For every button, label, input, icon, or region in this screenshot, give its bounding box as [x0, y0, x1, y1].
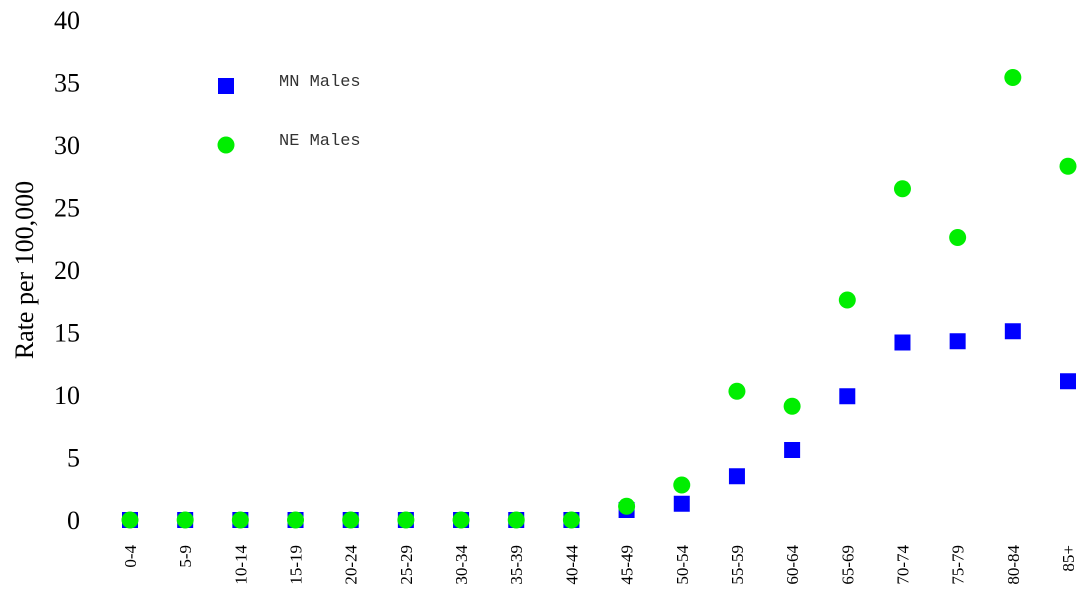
data-point-circle [176, 511, 194, 529]
x-tick-label: 75-79 [949, 545, 968, 585]
data-point-circle [287, 511, 305, 529]
x-tick-label: 35-39 [507, 545, 526, 585]
legend-label: MN Males [279, 73, 361, 92]
y-tick-label: 20 [54, 256, 80, 285]
y-tick-label: 25 [54, 194, 80, 223]
data-point-square [894, 334, 911, 351]
legend-marker-circle [217, 136, 235, 154]
y-tick-label: 30 [54, 131, 80, 160]
legend: MN Males NE Males [217, 73, 361, 154]
data-point-square [949, 333, 966, 350]
data-point-circle [728, 382, 746, 400]
data-point-circle [893, 180, 911, 198]
x-tick-label: 80-84 [1004, 545, 1023, 585]
x-tick-label: 30-34 [452, 545, 471, 585]
x-tick-label: 45-49 [618, 545, 637, 585]
data-point-square [784, 442, 801, 458]
data-point-circle [121, 511, 139, 529]
data-point-circle [452, 511, 470, 529]
y-tick-label: 10 [54, 381, 80, 410]
y-tick-label: 15 [54, 319, 80, 348]
x-tick-label: 70-74 [893, 545, 912, 585]
y-tick-label: 40 [54, 6, 80, 35]
x-tick-label: 65-69 [838, 545, 857, 585]
data-point-circle [231, 511, 249, 529]
x-tick-label: 55-59 [728, 545, 747, 585]
x-tick-label: 0-4 [121, 545, 140, 568]
x-tick-label: 60-64 [783, 545, 802, 585]
x-tick-label: 10-14 [231, 545, 250, 585]
series-0 [122, 323, 1076, 528]
legend-marker-square [218, 78, 234, 94]
y-axis-ticks: 0 5 10 15 20 25 30 35 40 [54, 6, 80, 535]
data-point-circle [1004, 69, 1022, 86]
y-tick-label: 5 [67, 444, 80, 473]
legend-label: NE Males [279, 132, 361, 151]
legend-entry: MN Males [218, 73, 361, 94]
y-tick-label: 35 [54, 69, 80, 98]
data-point-circle [949, 229, 967, 246]
y-tick-label: 0 [67, 506, 80, 535]
data-point-circle [562, 511, 580, 529]
data-points [121, 69, 1077, 529]
legend-entry: NE Males [217, 132, 361, 154]
data-point-square [1004, 323, 1021, 340]
data-point-circle [397, 511, 415, 529]
x-tick-label: 50-54 [673, 545, 692, 585]
data-point-circle [838, 291, 856, 309]
x-axis-ticks: 0-4 5-9 10-14 15-19 20-24 25-29 30-34 35-39 40-4… [121, 545, 1078, 585]
x-tick-label: 25-29 [397, 545, 416, 585]
data-point-square [1060, 373, 1076, 390]
x-tick-label: 85+ [1059, 545, 1078, 572]
data-point-circle [783, 397, 801, 415]
x-tick-label: 40-44 [562, 545, 581, 585]
x-tick-label: 20-24 [342, 545, 361, 585]
data-point-square [728, 468, 745, 485]
series-1 [121, 69, 1077, 529]
data-point-circle [618, 497, 636, 515]
x-tick-label: 15-19 [287, 545, 306, 585]
data-point-circle [342, 511, 360, 529]
x-tick-label: 5-9 [176, 545, 195, 568]
data-point-circle [673, 476, 691, 494]
data-point-square [673, 495, 690, 512]
data-point-circle [1059, 157, 1077, 175]
data-point-circle [507, 511, 525, 529]
data-point-square [839, 388, 856, 405]
y-axis-label: Rate per 100,000 [10, 181, 39, 359]
